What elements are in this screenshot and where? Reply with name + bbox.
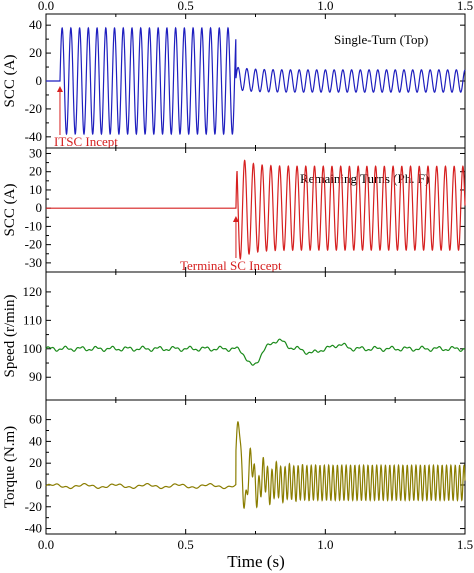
panel-1-y-ticks: 40 20 0 -20 -40 (25, 17, 465, 144)
y-tick-label: -20 (25, 499, 42, 514)
y-tick-label: 10 (29, 182, 42, 197)
top-x-tick-label: 0.5 (178, 0, 194, 13)
panel-2-annotation: Terminal SC Incept (180, 258, 282, 273)
y-tick-label: -40 (25, 129, 42, 144)
y-tick-label: 20 (29, 164, 42, 179)
panel-3-y-ticks: 120 110 100 90 (23, 284, 465, 384)
y-tick-label: 30 (29, 145, 42, 160)
top-x-tick-label: 1.0 (317, 0, 333, 13)
panel-4: Torque (N.m) 60 40 20 0 -20 -40 0.0 0.5 1.0 1.5 (2, 399, 473, 552)
panel-3-series-line (45, 338, 466, 366)
panel-3: Speed (r/min) 120 110 100 90 (2, 271, 466, 401)
y-tick-label: 110 (23, 312, 42, 327)
top-x-tick-labels: 0.0 0.5 1.0 1.5 (38, 0, 473, 13)
bottom-x-tick-label: 1.5 (457, 537, 473, 552)
bottom-x-tick-label: 0.5 (178, 537, 194, 552)
panel-1-legend: Single-Turn (Top) (334, 32, 428, 47)
panel-1-annotation-arrow (56, 86, 63, 135)
y-tick-label: 120 (23, 284, 43, 299)
panel-1-annotation: ITSC Incept (54, 134, 118, 149)
y-tick-label: 60 (29, 412, 42, 427)
y-tick-label: 90 (29, 369, 42, 384)
panel-4-x-ticks (45, 400, 466, 534)
panel-2-ylabel: SCC (A) (2, 184, 18, 237)
arrow-head (232, 216, 239, 222)
arrow-head (56, 86, 63, 92)
y-tick-label: -40 (25, 521, 42, 536)
panel-4-ylabel: Torque (N.m) (2, 426, 18, 508)
bottom-x-tick-label: 0.0 (38, 537, 54, 552)
bottom-x-tick-labels: 0.0 0.5 1.0 1.5 (38, 537, 473, 552)
y-tick-label: -10 (25, 218, 42, 233)
panel-4-series-line (45, 421, 466, 510)
y-tick-label: 20 (29, 455, 42, 470)
y-tick-label: -20 (25, 237, 42, 252)
y-tick-label: -20 (25, 101, 42, 116)
panel-2-annotation-arrow (232, 216, 239, 258)
panel-2-y-ticks: 30 20 10 0 -10 -20 -30 (25, 145, 465, 270)
y-tick-label: 0 (36, 477, 43, 492)
panel-1-ylabel: SCC (A) (2, 55, 18, 108)
panel-2-series-line (46, 159, 466, 261)
panel-2: SCC (A) Remaining Turns (Ph. F) Terminal… (2, 145, 466, 273)
top-x-tick-label: 0.0 (38, 0, 54, 13)
panel-1-series-line (46, 26, 466, 136)
bottom-x-tick-label: 1.0 (317, 537, 333, 552)
panel-3-ylabel: Speed (r/min) (2, 295, 18, 378)
top-x-tick-label: 1.5 (457, 0, 473, 13)
y-tick-label: 40 (29, 433, 42, 448)
y-tick-label: 40 (29, 17, 42, 32)
y-tick-label: 20 (29, 45, 42, 60)
y-tick-label: -30 (25, 255, 42, 270)
panel-1: SCC (A) Single-Turn (Top) ITSC Incept 40… (2, 0, 473, 149)
y-tick-label: 0 (36, 73, 43, 88)
panel-3-frame (45, 271, 466, 401)
panel-2-x-ticks (45, 148, 466, 272)
y-tick-label: 100 (23, 341, 43, 356)
panel-4-y-ticks: 60 40 20 0 -20 -40 (25, 412, 465, 536)
y-tick-label: 0 (36, 200, 43, 215)
panel-3-x-ticks (45, 272, 466, 400)
x-axis-label: Time (s) (227, 552, 284, 571)
